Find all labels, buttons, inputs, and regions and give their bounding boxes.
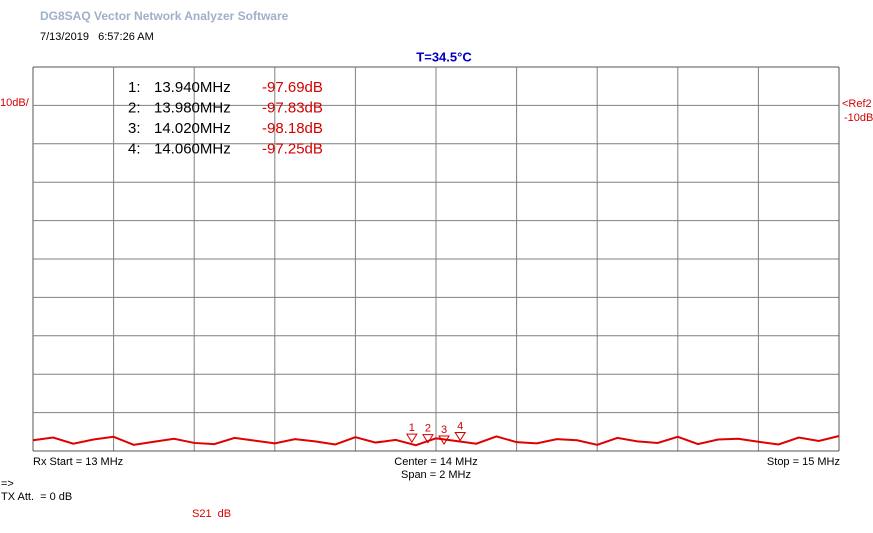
app-title: DG8SAQ Vector Network Analyzer Software [40, 9, 289, 23]
marker-frequency: 14.020MHz [154, 120, 231, 137]
arrow: => [1, 478, 14, 490]
marker-label: 1 [409, 422, 415, 434]
stop-label: Stop = 15 MHz [767, 456, 840, 468]
reference: <Ref2 [842, 98, 872, 110]
marker-frequency: 13.940MHz [154, 79, 231, 96]
measurement: S21 dB [192, 508, 231, 520]
scale-per-division: 10dB/ [0, 97, 30, 109]
marker-index: 4: [128, 140, 141, 157]
marker-level: -97.69dB [262, 79, 323, 96]
span-label: Span = 2 MHz [401, 469, 471, 481]
marker-level: -97.25dB [262, 140, 323, 157]
tx-attenuation: TX Att. = 0 dB [1, 491, 72, 503]
marker [454, 431, 467, 442]
grid [32, 66, 840, 452]
marker [422, 434, 434, 444]
marker-level: -97.83dB [262, 99, 323, 116]
trace [32, 435, 840, 447]
marker-level: -98.18dB [262, 120, 323, 137]
temperature: T=34.5°C [416, 49, 472, 64]
marker-index: 3: [128, 120, 141, 137]
marker-frequency: 13.980MHz [154, 99, 231, 116]
marker-label: 3 [441, 424, 447, 436]
center-label: Center = 14 MHz [394, 456, 477, 468]
marker [438, 435, 450, 445]
marker-index: 1: [128, 79, 141, 96]
marker-frequency: 14.060MHz [154, 140, 231, 157]
marker [405, 433, 418, 444]
marker-index: 2: [128, 99, 141, 116]
timestamp: 7/13/2019 6:57:26 AM [40, 31, 154, 43]
reference-level: -10dB [844, 112, 873, 124]
start-label: Rx Start = 13 MHz [33, 456, 123, 468]
marker-label: 2 [425, 423, 431, 435]
marker-label: 4 [457, 420, 463, 432]
